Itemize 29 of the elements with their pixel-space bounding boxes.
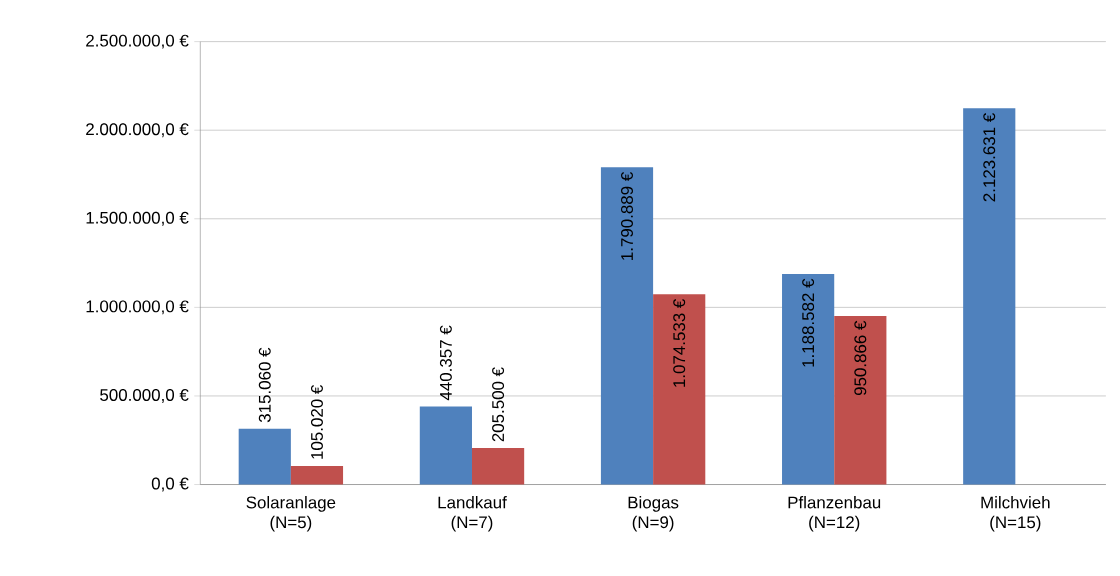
data-label: 1.074.533 € [673, 299, 686, 388]
bar [600, 167, 654, 485]
x-tick-label: Milchvieh (N=15) [981, 496, 1050, 532]
bar [834, 316, 887, 485]
bar [963, 108, 1016, 485]
data-label: 315.060 € [258, 347, 271, 423]
x-tick-label: Landkauf (N=7) [438, 496, 507, 532]
data-label: 105.020 € [310, 385, 323, 459]
y-tick-label: 1.000.000,0 € [86, 300, 189, 315]
y-tick-label: 1.500.000,0 € [86, 212, 189, 227]
bar [471, 448, 525, 485]
y-tick-label: 2.000.000,0 € [86, 123, 189, 138]
bar [290, 466, 344, 485]
bar [419, 406, 472, 485]
x-tick-label: Pflanzenbau (N=12) [788, 496, 881, 532]
data-label: 1.188.582 € [802, 278, 815, 367]
data-label: 205.500 € [492, 367, 505, 442]
y-tick-label: 2.500.000,0 € [86, 34, 189, 49]
bar [653, 294, 706, 485]
bar [782, 274, 835, 485]
data-label: 950.866 € [854, 321, 867, 396]
x-tick-label: Biogas (N=9) [628, 496, 679, 532]
y-tick-label: 0,0 € [151, 477, 189, 492]
bar [238, 428, 291, 485]
x-tick-label: Solaranlage (N=5) [246, 496, 336, 532]
data-label: 440.357 € [439, 325, 452, 401]
data-label: 2.123.631 € [983, 113, 996, 202]
data-label: 1.790.889 € [621, 172, 633, 261]
y-tick-label: 500.000,0 € [100, 389, 189, 404]
